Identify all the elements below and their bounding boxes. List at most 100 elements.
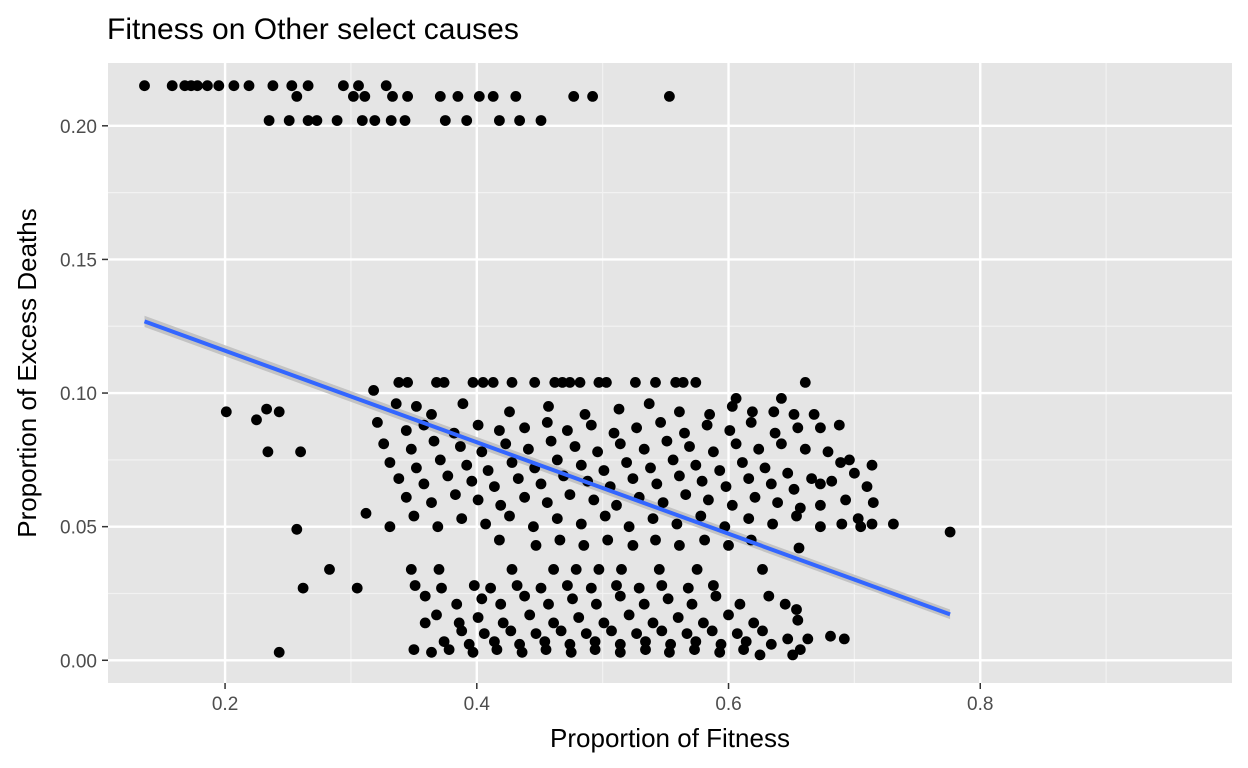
data-point xyxy=(855,521,867,533)
data-point xyxy=(302,115,314,126)
data-point xyxy=(815,521,826,533)
data-point xyxy=(601,377,612,388)
data-point xyxy=(512,473,524,484)
data-point xyxy=(772,497,783,508)
data-point xyxy=(432,521,444,533)
data-point xyxy=(338,80,349,92)
data-point xyxy=(757,564,768,575)
data-point xyxy=(380,80,392,92)
data-point xyxy=(311,115,323,126)
data-point xyxy=(431,609,442,621)
data-point xyxy=(457,398,469,410)
data-point xyxy=(426,497,437,508)
data-point xyxy=(794,502,806,514)
data-point xyxy=(589,636,601,647)
data-point xyxy=(324,564,335,575)
data-point xyxy=(202,80,213,92)
data-point xyxy=(651,478,663,490)
data-point xyxy=(787,649,799,661)
data-point xyxy=(844,454,855,466)
data-point xyxy=(409,580,421,591)
data-point xyxy=(776,438,787,450)
data-point xyxy=(647,513,659,524)
data-point xyxy=(638,598,650,610)
data-point xyxy=(434,454,446,466)
data-point xyxy=(139,80,150,92)
data-point xyxy=(228,80,240,92)
data-point xyxy=(608,427,620,439)
data-point xyxy=(677,377,689,388)
data-point xyxy=(852,513,864,524)
data-point xyxy=(791,604,802,615)
data-point xyxy=(529,377,541,388)
data-point xyxy=(748,617,760,629)
axis-ticks: 0.2 0.4 0.6 0.8 0.00 0.05 0.10 0.15 0.20 xyxy=(60,117,993,715)
data-point xyxy=(574,377,586,388)
data-point xyxy=(418,478,430,490)
data-point xyxy=(331,115,343,126)
data-point xyxy=(808,409,820,420)
data-point xyxy=(640,636,651,647)
data-point xyxy=(390,398,402,410)
data-point xyxy=(806,473,817,484)
data-point xyxy=(455,441,466,452)
data-point xyxy=(690,636,702,647)
data-point xyxy=(588,494,600,506)
data-point xyxy=(535,582,547,594)
grid-lines xyxy=(108,63,1232,683)
data-point xyxy=(745,417,757,428)
data-point xyxy=(867,497,879,508)
data-point xyxy=(541,417,553,428)
data-point xyxy=(519,422,530,434)
data-point xyxy=(426,409,437,420)
data-point xyxy=(551,513,563,524)
data-point xyxy=(792,422,804,434)
data-point xyxy=(548,564,559,575)
data-point xyxy=(213,80,225,92)
x-tick-label: 0.6 xyxy=(715,694,741,715)
data-point xyxy=(473,91,485,102)
data-point xyxy=(567,593,578,605)
data-point xyxy=(489,481,500,492)
data-point xyxy=(655,417,666,428)
data-point xyxy=(263,115,275,126)
data-point xyxy=(749,491,761,503)
data-point xyxy=(519,491,530,503)
data-point xyxy=(630,377,641,388)
data-point xyxy=(723,540,734,551)
data-point xyxy=(689,644,700,655)
data-point xyxy=(674,470,685,482)
data-point xyxy=(614,438,626,450)
data-point xyxy=(593,564,605,575)
data-point xyxy=(353,80,364,92)
data-point xyxy=(356,115,368,126)
data-point xyxy=(467,377,479,388)
data-point xyxy=(696,475,708,487)
data-point xyxy=(695,510,707,522)
data-point xyxy=(485,582,496,594)
y-tick-label: 0.05 xyxy=(60,518,97,539)
data-point xyxy=(302,80,314,92)
data-point xyxy=(506,377,518,388)
data-point xyxy=(631,422,642,434)
data-point xyxy=(384,521,396,533)
data-point xyxy=(438,377,450,388)
data-point xyxy=(674,540,685,551)
data-point xyxy=(568,91,580,102)
data-point xyxy=(759,462,771,474)
data-point xyxy=(461,459,473,471)
data-point xyxy=(765,638,777,650)
data-point xyxy=(656,580,668,591)
data-point xyxy=(791,510,802,522)
data-point xyxy=(838,633,850,645)
data-point xyxy=(451,598,463,610)
data-point xyxy=(706,625,718,637)
data-point xyxy=(640,644,651,655)
x-tick-label: 0.8 xyxy=(967,694,993,715)
data-point xyxy=(539,636,551,647)
data-point xyxy=(782,633,794,645)
data-point xyxy=(585,419,597,431)
data-point xyxy=(944,526,956,538)
data-point xyxy=(400,425,412,436)
data-point xyxy=(472,612,484,623)
